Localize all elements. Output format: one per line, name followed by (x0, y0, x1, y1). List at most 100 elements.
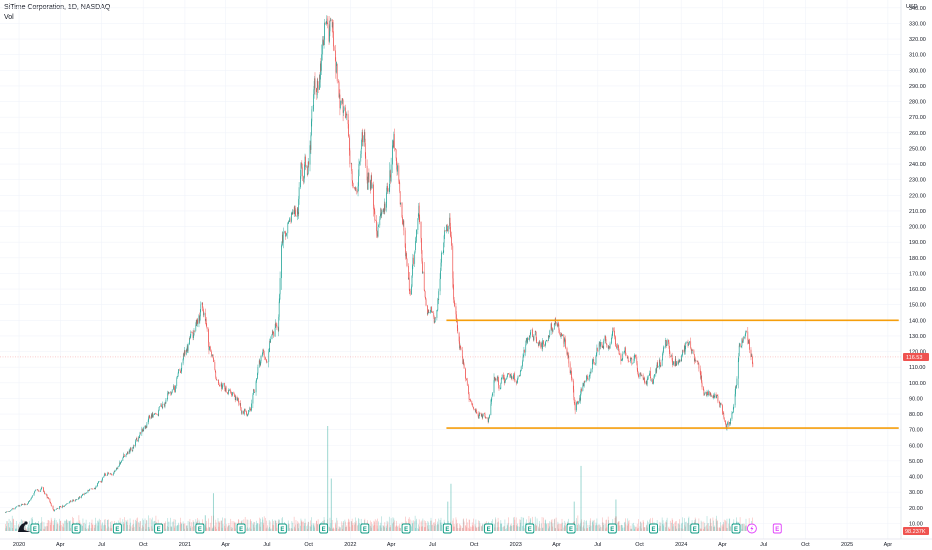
candle-body (162, 403, 164, 409)
last-price-badge[interactable] (903, 352, 929, 361)
candle-body (198, 315, 200, 324)
candle-body (86, 492, 87, 494)
volume-spike (580, 465, 582, 531)
candle-body (389, 170, 391, 188)
symbol-title[interactable]: SiTime Corporation, 1D, NASDAQ (4, 4, 111, 11)
candle-body (199, 315, 200, 322)
candle-body (681, 355, 682, 362)
volume-bar (596, 524, 597, 531)
candle-body (487, 417, 489, 419)
logo-icon[interactable] (18, 521, 31, 532)
volume-bar (232, 527, 233, 531)
volume-bar (623, 527, 625, 531)
volume-bar (400, 528, 401, 531)
candle-body (268, 348, 270, 352)
candle-body (371, 184, 373, 189)
candle-body (601, 342, 603, 346)
volume-bar (506, 528, 508, 531)
candle-body (252, 394, 254, 404)
time-tick-label: 2022 (344, 542, 356, 548)
volume-bar (308, 521, 309, 531)
volume-legend-label[interactable]: Vol (4, 14, 14, 21)
volume-bar (69, 521, 71, 531)
volume-bar (552, 526, 553, 531)
earnings-marker-icon[interactable] (649, 523, 658, 534)
earnings-marker-icon[interactable] (607, 523, 617, 534)
earnings-marker-icon[interactable] (154, 523, 164, 534)
volume-bar (646, 525, 648, 531)
volume-bar (562, 522, 563, 531)
price-scale-panel[interactable] (901, 0, 932, 550)
volume-bar (647, 520, 649, 531)
candle-body (520, 370, 522, 372)
candle-body (503, 374, 504, 379)
candle-body (167, 391, 169, 394)
candle-body (274, 327, 276, 337)
candle-body (440, 270, 441, 279)
volume-bar (5, 526, 7, 531)
earnings-marker-icon[interactable] (566, 523, 576, 534)
candle-body (56, 508, 58, 510)
candle-body (231, 395, 233, 396)
earnings-marker-icon[interactable] (442, 523, 452, 534)
volume-bar (216, 528, 217, 531)
future-earnings-label: E (775, 527, 779, 533)
volume-bar (659, 525, 660, 531)
volume-bar (605, 519, 607, 531)
earnings-marker-icon[interactable] (277, 523, 287, 534)
candle-body (333, 37, 334, 47)
candle-body (252, 389, 254, 395)
candle-body (401, 202, 403, 218)
volume-bar (330, 523, 332, 531)
volume-bar (221, 527, 223, 531)
candle-body (97, 483, 99, 484)
candle-body (59, 506, 61, 508)
candle-body (490, 399, 492, 405)
candle-body (37, 489, 38, 490)
candle-body (652, 379, 653, 384)
candle-body (114, 469, 116, 472)
earnings-marker-icon[interactable] (525, 523, 535, 534)
candle-body (465, 368, 466, 378)
volume-last-badge[interactable] (903, 527, 929, 535)
volume-bar (266, 520, 267, 531)
candle-body (304, 164, 305, 177)
candle-body (66, 503, 68, 505)
candle-body (183, 353, 184, 360)
candle-body (750, 349, 752, 357)
volume-bar (344, 519, 346, 531)
earnings-marker-icon[interactable] (30, 523, 40, 534)
volume-bar (151, 517, 153, 531)
earnings-marker-icon[interactable] (360, 523, 370, 534)
volume-bar (228, 522, 230, 531)
candle-body (141, 428, 143, 432)
volume-bar (433, 522, 435, 531)
candle-body (342, 98, 343, 101)
volume-bar (354, 524, 355, 531)
future-earnings-icon[interactable] (772, 523, 782, 534)
earnings-marker-icon[interactable] (731, 523, 741, 534)
volume-bar (634, 528, 635, 531)
earnings-marker-icon[interactable] (484, 523, 494, 534)
volume-bar (374, 519, 376, 531)
earnings-marker-icon[interactable] (319, 523, 329, 534)
candle-body (643, 378, 644, 380)
candle-body (636, 357, 638, 364)
earnings-marker-icon[interactable] (401, 523, 411, 534)
candle-body (500, 388, 501, 390)
candle-body (377, 226, 379, 237)
earnings-marker-icon[interactable] (71, 523, 81, 534)
volume-bar (15, 528, 16, 531)
earnings-marker-icon[interactable] (112, 523, 122, 534)
candle-body (729, 422, 731, 424)
volume-bar (288, 523, 290, 531)
earnings-marker-icon[interactable] (690, 523, 700, 534)
candle-body (587, 378, 589, 381)
candle-body (180, 368, 182, 373)
earnings-marker-icon[interactable] (195, 523, 205, 534)
candle-body (526, 338, 528, 343)
candle-body (409, 289, 411, 291)
earnings-marker-icon[interactable] (236, 523, 246, 534)
